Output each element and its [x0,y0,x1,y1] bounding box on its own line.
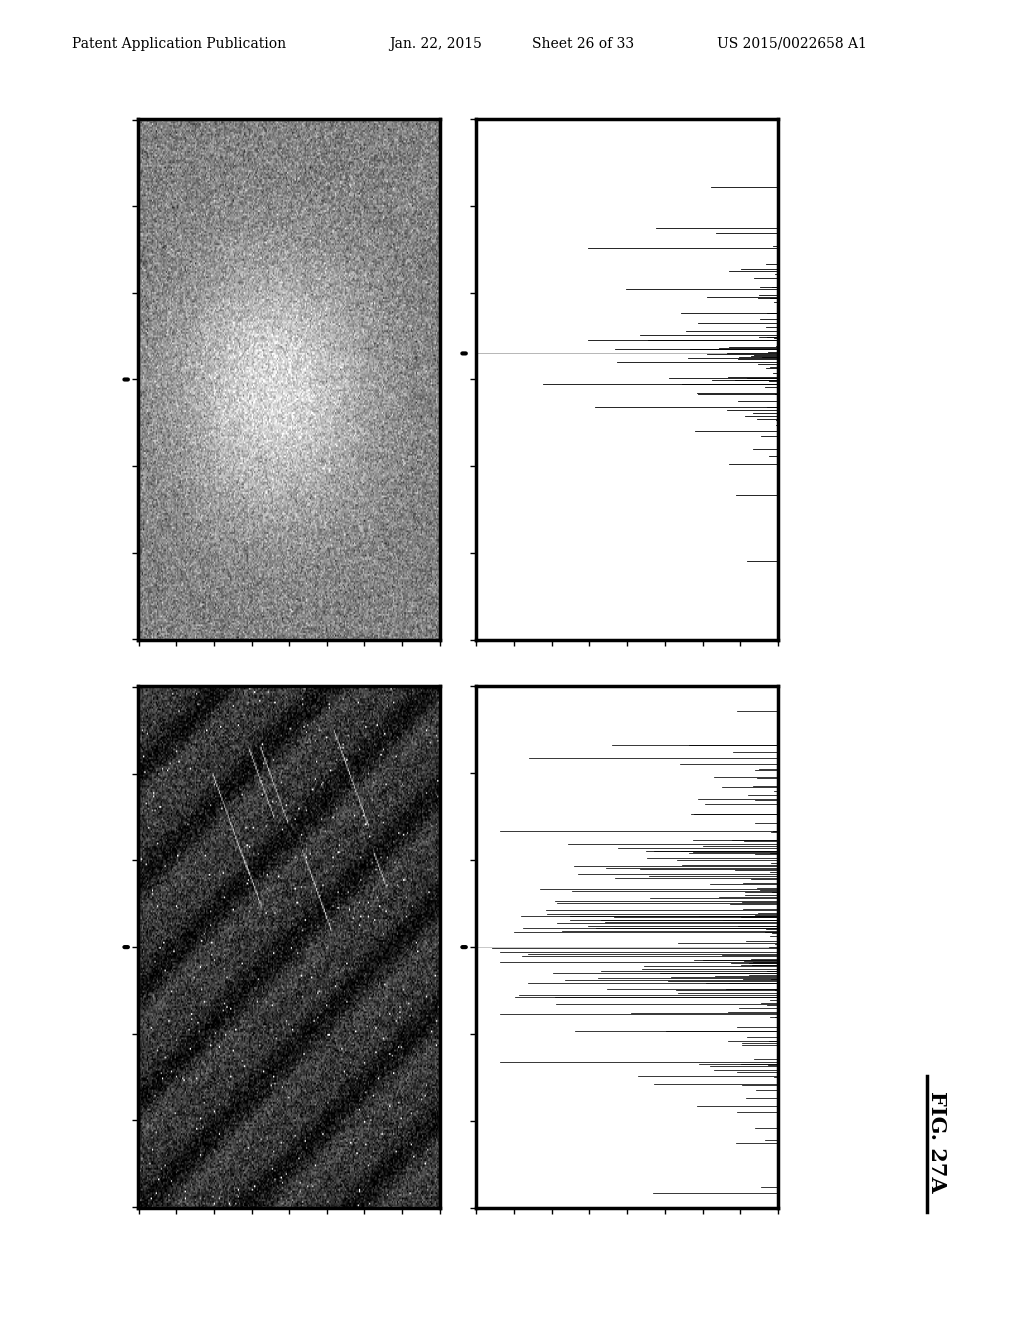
Text: FIG. 27A: FIG. 27A [927,1092,947,1192]
Text: US 2015/0022658 A1: US 2015/0022658 A1 [717,37,866,50]
Text: Jan. 22, 2015: Jan. 22, 2015 [389,37,482,50]
Text: Sheet 26 of 33: Sheet 26 of 33 [532,37,635,50]
Text: Patent Application Publication: Patent Application Publication [72,37,286,50]
